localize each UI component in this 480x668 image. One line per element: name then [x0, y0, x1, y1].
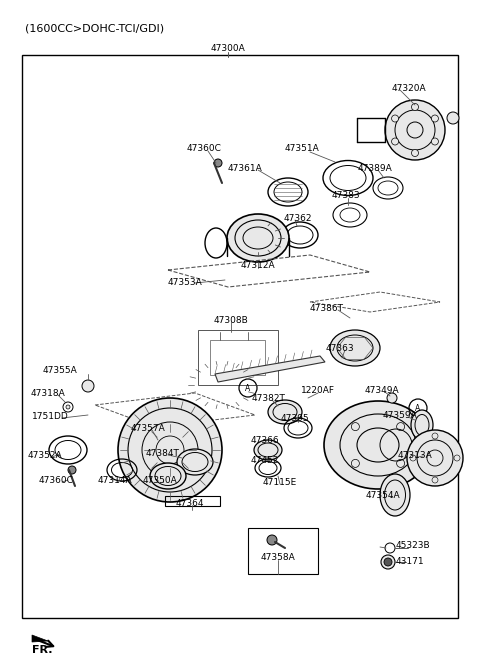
Bar: [165, 496, 220, 506]
Text: 1220AF: 1220AF: [301, 385, 335, 395]
Circle shape: [411, 104, 419, 110]
Text: 47300A: 47300A: [211, 43, 245, 53]
Circle shape: [66, 405, 70, 409]
Polygon shape: [215, 356, 325, 382]
Circle shape: [432, 115, 438, 122]
Text: 47353A: 47353A: [168, 277, 203, 287]
Text: 1751DD: 1751DD: [32, 411, 68, 420]
Circle shape: [118, 398, 222, 502]
Text: A: A: [415, 403, 420, 413]
Text: (1600CC>DOHC-TCI/GDI): (1600CC>DOHC-TCI/GDI): [25, 23, 164, 33]
Text: A: A: [245, 383, 251, 393]
Text: 47362: 47362: [284, 214, 312, 222]
Text: 47452: 47452: [251, 456, 279, 464]
Circle shape: [411, 150, 419, 156]
Text: 47384T: 47384T: [145, 448, 179, 458]
Bar: [248, 528, 318, 574]
Text: 43171: 43171: [396, 558, 425, 566]
Text: 47358A: 47358A: [261, 554, 295, 562]
Circle shape: [447, 112, 459, 124]
Text: 47395: 47395: [281, 413, 309, 422]
Text: 47351A: 47351A: [285, 144, 319, 152]
Ellipse shape: [254, 440, 282, 460]
Text: 47115E: 47115E: [263, 478, 297, 486]
Circle shape: [387, 393, 397, 403]
Ellipse shape: [150, 463, 186, 489]
Bar: [198, 330, 278, 385]
Text: 47360C: 47360C: [187, 144, 221, 152]
Circle shape: [410, 455, 416, 461]
Circle shape: [432, 138, 438, 145]
Circle shape: [82, 380, 94, 392]
Text: 47360C: 47360C: [38, 476, 73, 484]
Text: 47359A: 47359A: [383, 411, 418, 420]
Text: 47363: 47363: [326, 343, 354, 353]
Ellipse shape: [380, 474, 410, 516]
Text: 47354A: 47354A: [366, 490, 400, 500]
Text: 47350A: 47350A: [143, 476, 178, 484]
Text: 47308B: 47308B: [214, 315, 248, 325]
Text: 47389A: 47389A: [358, 164, 392, 172]
Circle shape: [432, 433, 438, 439]
Text: 47312A: 47312A: [240, 261, 276, 269]
Circle shape: [267, 535, 277, 545]
Text: 47314A: 47314A: [98, 476, 132, 484]
Ellipse shape: [324, 401, 432, 489]
Text: 47364: 47364: [176, 498, 204, 508]
Circle shape: [392, 138, 398, 145]
Bar: [210, 340, 265, 375]
Ellipse shape: [330, 330, 380, 366]
Circle shape: [392, 115, 398, 122]
Polygon shape: [32, 635, 48, 642]
Text: 47366: 47366: [251, 436, 279, 444]
Bar: [22, 55, 458, 618]
Ellipse shape: [411, 410, 433, 440]
Ellipse shape: [177, 449, 213, 475]
Text: 47352A: 47352A: [28, 450, 62, 460]
Circle shape: [454, 455, 460, 461]
Circle shape: [384, 558, 392, 566]
Circle shape: [432, 477, 438, 483]
Circle shape: [381, 555, 395, 569]
Circle shape: [385, 100, 445, 160]
Ellipse shape: [268, 400, 302, 424]
Text: 47357A: 47357A: [131, 424, 166, 432]
Text: 47355A: 47355A: [43, 365, 77, 375]
Text: 47320A: 47320A: [392, 84, 427, 92]
Circle shape: [214, 159, 222, 167]
Text: 45323B: 45323B: [396, 540, 431, 550]
Text: 47383: 47383: [332, 190, 360, 200]
Text: 47382T: 47382T: [251, 393, 285, 403]
Circle shape: [68, 466, 76, 474]
Text: 47386T: 47386T: [310, 303, 344, 313]
Circle shape: [407, 430, 463, 486]
Ellipse shape: [227, 214, 289, 262]
Text: 47349A: 47349A: [365, 385, 399, 395]
Text: 47313A: 47313A: [397, 450, 432, 460]
Text: FR.: FR.: [32, 645, 52, 655]
Text: 47361A: 47361A: [228, 164, 263, 172]
Text: 47318A: 47318A: [31, 389, 65, 397]
